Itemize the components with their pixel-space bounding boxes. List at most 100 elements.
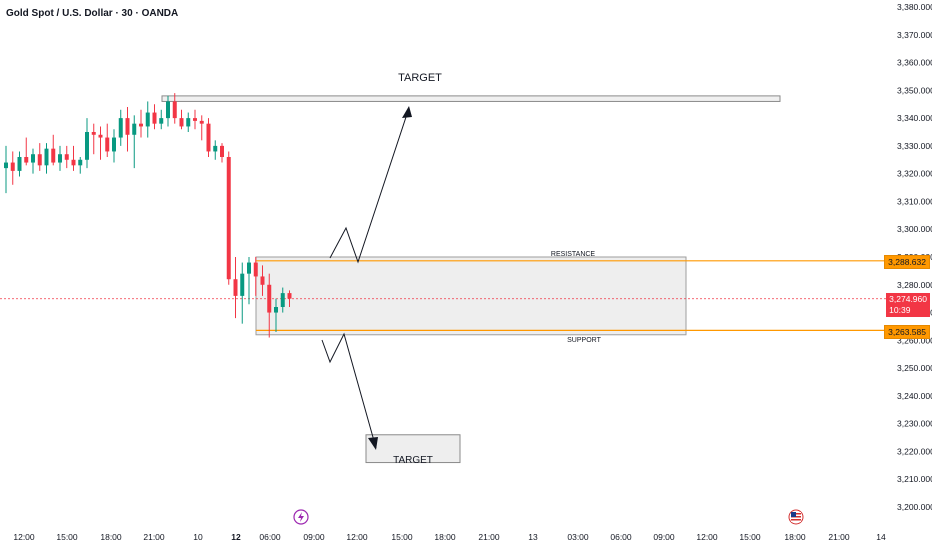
- price-tick-label: 3,330.000: [897, 141, 932, 151]
- candle: [105, 123, 110, 157]
- time-tick-label: 15:00: [391, 532, 413, 542]
- candle-body: [159, 118, 164, 124]
- time-tick-label: 06:00: [259, 532, 281, 542]
- candle: [240, 262, 245, 324]
- price-tick-label: 3,250.000: [897, 363, 932, 373]
- target-bottom-zone[interactable]: [365, 434, 461, 464]
- time-axis[interactable]: 12:00 15:00 18:00 21:00 10 12 06:00 09:00 12:00 1…: [13, 532, 886, 542]
- price-tick-label: 3,260.000: [897, 335, 932, 345]
- bearish-projection-path[interactable]: [321, 332, 377, 449]
- candle-body: [98, 134, 103, 138]
- candle: [125, 107, 130, 152]
- flash-icon[interactable]: [293, 509, 309, 525]
- candle-body: [233, 279, 238, 296]
- candle-body: [118, 118, 123, 138]
- candle-body: [24, 157, 29, 163]
- candle: [226, 151, 231, 285]
- candle-body: [105, 137, 110, 152]
- target-bottom-label: TARGET: [393, 455, 433, 466]
- candle: [220, 143, 224, 163]
- candle-body: [152, 112, 157, 124]
- time-tick-label: 14: [876, 532, 886, 542]
- time-tick-label: 15:00: [56, 532, 78, 542]
- bullish-projection-path[interactable]: [329, 107, 410, 264]
- time-tick-label: 12:00: [346, 532, 368, 542]
- candle: [213, 140, 218, 160]
- price-tick-label: 3,370.000: [897, 30, 932, 40]
- candle: [17, 151, 22, 177]
- candle: [274, 298, 278, 332]
- candle-body: [31, 154, 35, 163]
- candle-body: [206, 123, 211, 152]
- price-tick-label: 3,200.000: [897, 502, 932, 512]
- time-tick-label: 03:00: [567, 532, 589, 542]
- candle-body: [85, 132, 89, 160]
- candle: [44, 143, 49, 174]
- time-tick-label: 18:00: [100, 532, 122, 542]
- candle-body: [213, 145, 218, 152]
- candle: [98, 126, 103, 160]
- candle: [51, 134, 56, 166]
- candle-body: [199, 120, 204, 124]
- last-price-value: 3,274.960: [889, 294, 927, 304]
- candle: [233, 257, 238, 319]
- candle: [4, 145, 8, 194]
- target-top-label: TARGET: [398, 72, 442, 84]
- candle-body: [253, 262, 258, 277]
- candle: [172, 93, 177, 124]
- candle-body: [186, 118, 191, 127]
- time-tick-label: 12: [231, 532, 241, 542]
- candle-body: [44, 148, 49, 166]
- price-tick-label: 3,380.000: [897, 2, 932, 12]
- price-tick-label: 3,310.000: [897, 196, 932, 206]
- support-price-tag: 3,263.585: [884, 325, 930, 339]
- candle: [159, 109, 164, 130]
- candle: [145, 101, 150, 138]
- last-price-tag: 3,274.960 10:39: [886, 293, 930, 317]
- drawing-layer[interactable]: [0, 95, 890, 464]
- candle: [91, 123, 96, 155]
- time-tick-label: 18:00: [434, 532, 456, 542]
- candle: [37, 143, 42, 171]
- us-flag-icon[interactable]: [788, 509, 804, 525]
- price-tick-label: 3,230.000: [897, 419, 932, 429]
- candle: [193, 109, 197, 130]
- range-zone[interactable]: [255, 256, 687, 336]
- time-tick-label: 12:00: [696, 532, 718, 542]
- projection-paths[interactable]: [321, 106, 412, 450]
- candle: [267, 273, 272, 338]
- price-tick-label: 3,320.000: [897, 169, 932, 179]
- time-tick-label: 09:00: [303, 532, 325, 542]
- candle: [24, 137, 29, 166]
- price-tick-label: 3,240.000: [897, 391, 932, 401]
- candle-body: [260, 276, 265, 285]
- candle: [179, 109, 184, 130]
- candle-body: [274, 307, 278, 313]
- price-tick-label: 3,280.000: [897, 280, 932, 290]
- candle-body: [10, 162, 15, 171]
- candle: [10, 151, 15, 185]
- candle-body: [64, 154, 69, 160]
- time-tick-label: 06:00: [610, 532, 632, 542]
- price-tick-label: 3,360.000: [897, 58, 932, 68]
- price-tick-label: 3,350.000: [897, 85, 932, 95]
- candle-body: [247, 262, 251, 274]
- candle-body: [17, 157, 22, 171]
- candle: [206, 118, 211, 157]
- candle: [260, 265, 265, 296]
- target-top-zone[interactable]: [161, 95, 781, 102]
- candle-body: [193, 118, 197, 121]
- arrow-head-down: [368, 437, 378, 450]
- candle-body: [145, 112, 150, 127]
- candle: [118, 109, 123, 146]
- candle-body: [132, 123, 137, 135]
- resistance-label: RESISTANCE: [551, 251, 596, 258]
- candle-body: [125, 118, 130, 135]
- candle: [253, 257, 258, 296]
- candle: [166, 95, 170, 127]
- resistance-price-tag: 3,288.632: [884, 255, 930, 269]
- candle-body: [71, 159, 76, 166]
- time-tick-label: 21:00: [478, 532, 500, 542]
- candle: [139, 109, 143, 138]
